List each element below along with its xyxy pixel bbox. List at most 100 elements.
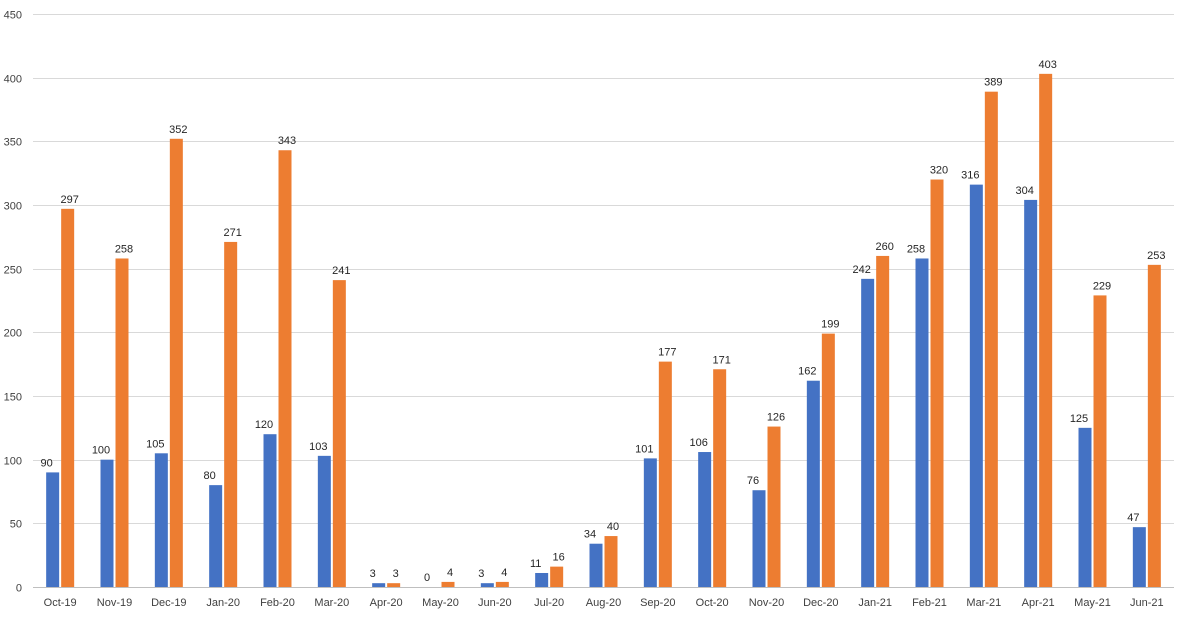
data-label-series-2: 403 xyxy=(1038,59,1056,71)
bar-series-1 xyxy=(589,543,603,587)
x-tick-label: Dec-20 xyxy=(803,597,838,609)
bar-series-1 xyxy=(535,572,549,587)
x-tick-label: Jun-20 xyxy=(478,597,512,609)
x-tick-label: Nov-19 xyxy=(97,597,132,609)
data-label-series-2: 4 xyxy=(501,567,507,579)
bar-series-2 xyxy=(604,536,618,587)
bar-series-2 xyxy=(224,241,238,587)
data-label-series-2: 16 xyxy=(553,552,565,564)
data-label-series-2: 199 xyxy=(821,319,839,331)
data-label-series-2: 297 xyxy=(60,194,78,206)
y-tick-label: 400 xyxy=(4,74,22,86)
data-label-series-2: 258 xyxy=(115,243,133,255)
y-tick-label: 350 xyxy=(4,137,22,149)
bar-series-2 xyxy=(1039,73,1053,587)
bar-series-1 xyxy=(317,455,331,587)
bar-series-1 xyxy=(100,459,114,587)
x-tick-label: Aug-20 xyxy=(586,597,621,609)
data-label-series-1: 34 xyxy=(584,529,596,541)
bar-series-1 xyxy=(209,485,223,587)
data-label-series-2: 389 xyxy=(984,77,1002,89)
y-tick-label: 200 xyxy=(4,328,22,340)
data-label-series-2: 241 xyxy=(332,265,350,277)
data-label-series-1: 258 xyxy=(907,243,925,255)
x-tick-label: Oct-19 xyxy=(44,597,77,609)
bar-series-1 xyxy=(263,434,277,587)
data-label-series-1: 242 xyxy=(852,264,870,276)
data-label-series-2: 320 xyxy=(930,165,948,177)
y-tick-label: 100 xyxy=(4,456,22,468)
bar-series-2 xyxy=(169,138,183,587)
data-label-series-1: 316 xyxy=(961,170,979,182)
data-label-series-2: 253 xyxy=(1147,250,1165,262)
bar-series-1 xyxy=(698,452,712,587)
x-tick-label: May-20 xyxy=(422,597,459,609)
bar-series-1 xyxy=(806,380,820,587)
data-label-series-2: 177 xyxy=(658,347,676,359)
y-tick-label: 0 xyxy=(16,583,22,595)
x-tick-label: Apr-21 xyxy=(1022,597,1055,609)
data-label-series-2: 4 xyxy=(447,567,453,579)
x-tick-label: Sep-20 xyxy=(640,597,675,609)
bar-series-1 xyxy=(915,258,929,587)
y-tick-label: 150 xyxy=(4,392,22,404)
data-label-series-1: 0 xyxy=(424,572,430,584)
data-label-series-2: 171 xyxy=(712,354,730,366)
data-label-series-2: 343 xyxy=(278,135,296,147)
bar-series-1 xyxy=(969,184,983,588)
data-label-series-1: 3 xyxy=(478,568,484,580)
x-tick-label: Feb-20 xyxy=(260,597,295,609)
data-label-series-1: 80 xyxy=(204,470,216,482)
bar-series-2 xyxy=(332,280,346,587)
data-label-series-1: 120 xyxy=(255,419,273,431)
data-label-series-1: 106 xyxy=(689,437,707,449)
bar-series-2 xyxy=(713,369,727,587)
bar-series-2 xyxy=(550,566,564,587)
data-label-series-1: 100 xyxy=(92,445,110,457)
x-tick-label: Mar-21 xyxy=(966,597,1001,609)
data-label-series-1: 11 xyxy=(530,558,541,570)
bar-series-2 xyxy=(61,208,75,587)
bar-series-1 xyxy=(372,583,386,587)
bar-series-1 xyxy=(1024,199,1038,587)
x-tick-label: Mar-20 xyxy=(314,597,349,609)
y-tick-label: 50 xyxy=(10,519,22,531)
data-label-series-1: 101 xyxy=(635,443,653,455)
data-label-series-2: 271 xyxy=(223,227,241,239)
bar-series-2 xyxy=(115,258,129,587)
data-label-series-1: 162 xyxy=(798,366,816,378)
bar-series-2 xyxy=(984,91,998,587)
bar-series-2 xyxy=(278,150,292,587)
bar-series-2 xyxy=(1147,264,1161,587)
data-label-series-1: 304 xyxy=(1015,185,1033,197)
bars xyxy=(46,73,1161,588)
data-label-series-2: 229 xyxy=(1093,280,1111,292)
x-tick-label: Oct-20 xyxy=(696,597,729,609)
data-label-series-2: 3 xyxy=(393,568,399,580)
data-label-series-2: 260 xyxy=(875,241,893,253)
bar-series-1 xyxy=(46,472,60,587)
x-axis-ticks: Oct-19 Nov-19 Dec-19 Jan-20 Feb-20 Mar-20 Apr-… xyxy=(44,597,1164,609)
bar-series-1 xyxy=(1132,527,1146,587)
x-tick-label: Dec-19 xyxy=(151,597,186,609)
bar-series-1 xyxy=(752,490,766,587)
x-tick-label: Jan-20 xyxy=(206,597,240,609)
bar-series-2 xyxy=(387,583,401,587)
y-tick-label: 250 xyxy=(4,265,22,277)
bar-series-2 xyxy=(1093,295,1107,587)
bar-series-1 xyxy=(154,453,168,587)
x-tick-label: Feb-21 xyxy=(912,597,947,609)
data-label-series-2: 126 xyxy=(767,412,785,424)
x-tick-label: Jan-21 xyxy=(858,597,892,609)
data-label-series-2: 40 xyxy=(607,521,619,533)
bar-series-1 xyxy=(861,278,875,587)
gridlines xyxy=(33,14,1174,588)
data-label-series-1: 47 xyxy=(1127,512,1139,524)
bar-series-2 xyxy=(441,581,455,587)
data-label-series-1: 103 xyxy=(309,441,327,453)
data-label-series-1: 76 xyxy=(747,475,759,487)
data-label-series-1: 125 xyxy=(1070,413,1088,425)
